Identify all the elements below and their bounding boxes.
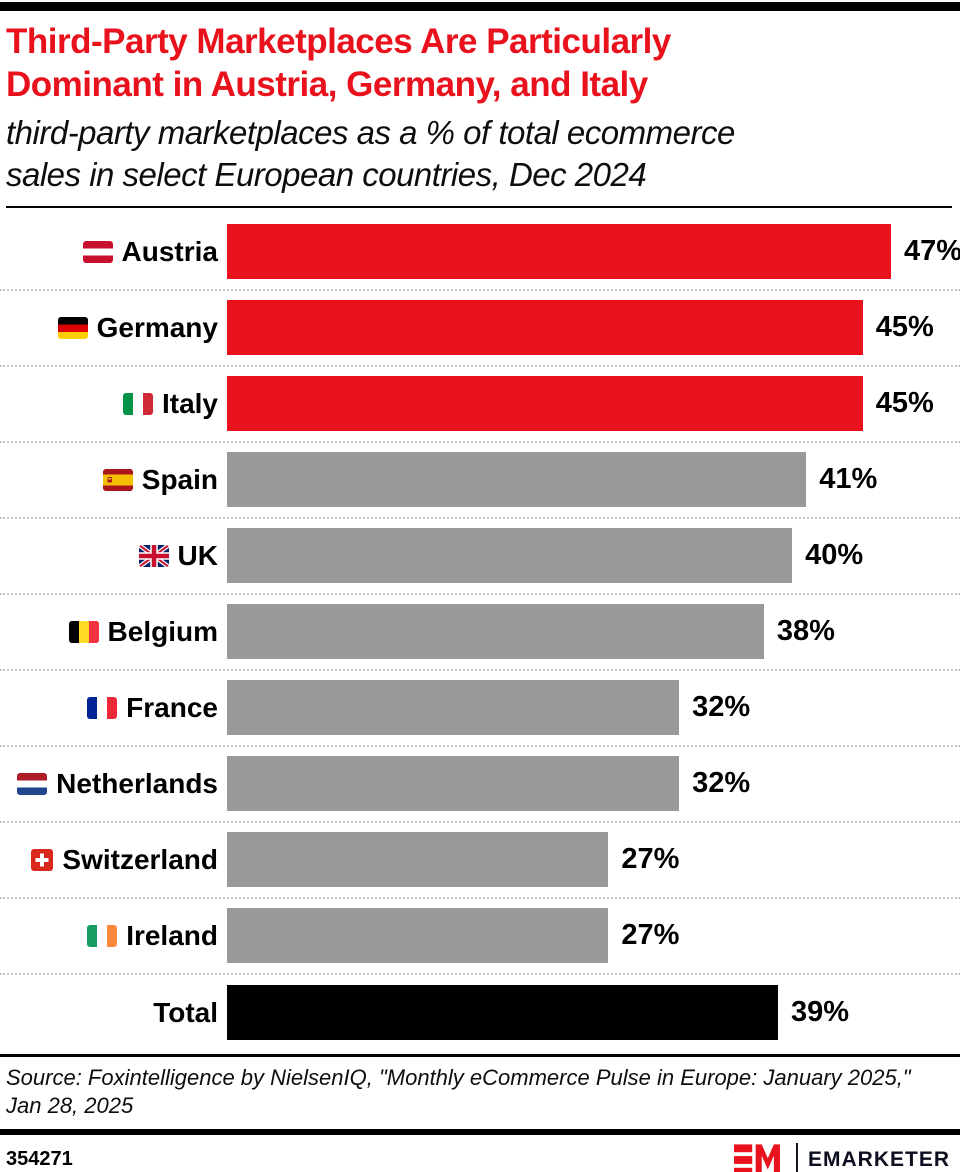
emarketer-logo: EMARKETER <box>733 1142 950 1172</box>
bar <box>227 832 609 888</box>
row-label-cell: Netherlands <box>0 768 218 800</box>
country-label: Spain <box>141 463 218 495</box>
chart-subtitle: third-party marketplaces as a % of total… <box>6 112 952 195</box>
page-title: Third-Party Marketplaces Are Particularl… <box>6 21 952 106</box>
header-divider <box>6 205 952 208</box>
row-bar-cell: 45% <box>218 376 960 432</box>
title-line-1: Third-Party Marketplaces Are Particularl… <box>6 22 671 61</box>
country-label: Austria <box>121 235 218 267</box>
netherlands-flag <box>17 772 48 795</box>
logo-divider <box>795 1142 798 1172</box>
subtitle-line-1: third-party marketplaces as a % of total… <box>6 114 735 152</box>
country-label: Belgium <box>107 615 218 647</box>
switzerland-flag <box>31 848 54 871</box>
row-label-cell: Italy <box>0 388 218 420</box>
value-label: 27% <box>621 919 680 952</box>
row-bar-cell: 32% <box>218 680 960 736</box>
bar <box>227 376 863 432</box>
title-line-2: Dominant in Austria, Germany, and Italy <box>6 64 648 104</box>
value-label: 32% <box>692 767 751 800</box>
footer-divider <box>0 1128 960 1135</box>
row-label-cell: Spain <box>0 464 218 496</box>
source-divider <box>0 1053 960 1057</box>
ireland-flag <box>87 924 118 947</box>
row-bar-cell: 47% <box>218 224 960 280</box>
country-label: UK <box>177 539 218 571</box>
value-label: 47% <box>904 235 960 268</box>
belgium-flag <box>68 620 99 643</box>
country-label: Total <box>153 996 218 1028</box>
bar <box>227 604 764 660</box>
value-label: 41% <box>819 463 878 496</box>
em-logo-icon <box>733 1144 786 1172</box>
row-label-cell: Germany <box>0 312 218 344</box>
row-label-cell: Switzerland <box>0 844 218 876</box>
chart-row: Austria 47% <box>0 215 960 291</box>
chart-row: Belgium 38% <box>0 595 960 671</box>
bar <box>227 528 793 584</box>
source-note: Source: Foxintelligence by NielsenIQ, "M… <box>6 1064 911 1119</box>
value-label: 39% <box>791 996 850 1029</box>
france-flag <box>87 696 118 719</box>
row-label-cell: UK <box>0 540 218 572</box>
bar <box>227 908 609 964</box>
row-label-cell: Ireland <box>0 920 218 952</box>
spain-flag <box>102 468 133 491</box>
chart-row: Netherlands 32% <box>0 747 960 823</box>
chart-row: UK 40% <box>0 519 960 595</box>
chart-row: Germany 45% <box>0 291 960 367</box>
chart-row: Switzerland 27% <box>0 823 960 899</box>
row-label-cell: Austria <box>0 236 218 268</box>
value-label: 45% <box>875 387 934 420</box>
bar <box>227 985 778 1041</box>
row-bar-cell: 40% <box>218 528 960 584</box>
country-label: France <box>126 691 218 723</box>
row-bar-cell: 45% <box>218 300 960 356</box>
austria-flag <box>82 240 113 263</box>
bar <box>227 224 891 280</box>
bar <box>227 300 863 356</box>
row-bar-cell: 41% <box>218 452 960 508</box>
chart-row: Ireland 27% <box>0 899 960 975</box>
brand-wordmark: EMARKETER <box>807 1147 950 1171</box>
country-label: Ireland <box>126 919 218 951</box>
subtitle-line-2: sales in select European countries, Dec … <box>6 155 647 193</box>
chart-row: France 32% <box>0 671 960 747</box>
bar <box>227 680 680 736</box>
top-accent-bar <box>0 2 960 11</box>
value-label: 45% <box>875 311 934 344</box>
value-label: 32% <box>692 691 751 724</box>
chart-row: Italy 45% <box>0 367 960 443</box>
chart-header: Third-Party Marketplaces Are Particularl… <box>0 11 960 208</box>
value-label: 27% <box>621 843 680 876</box>
bar-chart: Austria 47% Germany 45% Italy 45% Spain 41% UK 40… <box>0 208 960 1051</box>
country-label: Switzerland <box>62 843 218 875</box>
footer-bar: 354271 EMARKETER <box>0 1135 960 1172</box>
country-label: Italy <box>161 387 218 419</box>
italy-flag <box>122 392 153 415</box>
uk-flag <box>138 544 169 567</box>
germany-flag <box>57 316 88 339</box>
country-label: Germany <box>96 311 218 343</box>
row-bar-cell: 39% <box>218 985 960 1041</box>
country-label: Netherlands <box>56 767 218 799</box>
bar <box>227 452 807 508</box>
chart-row: Spain 41% <box>0 443 960 519</box>
row-bar-cell: 38% <box>218 604 960 660</box>
chart-id: 354271 <box>6 1148 73 1171</box>
row-label-cell: France <box>0 692 218 724</box>
chart-row: Total 39% <box>0 975 960 1051</box>
row-bar-cell: 27% <box>218 832 960 888</box>
row-label-cell: Belgium <box>0 616 218 648</box>
value-label: 38% <box>776 615 835 648</box>
bar <box>227 756 680 812</box>
row-label-cell: Total <box>0 997 218 1029</box>
row-bar-cell: 27% <box>218 908 960 964</box>
value-label: 40% <box>805 539 864 572</box>
row-bar-cell: 32% <box>218 756 960 812</box>
